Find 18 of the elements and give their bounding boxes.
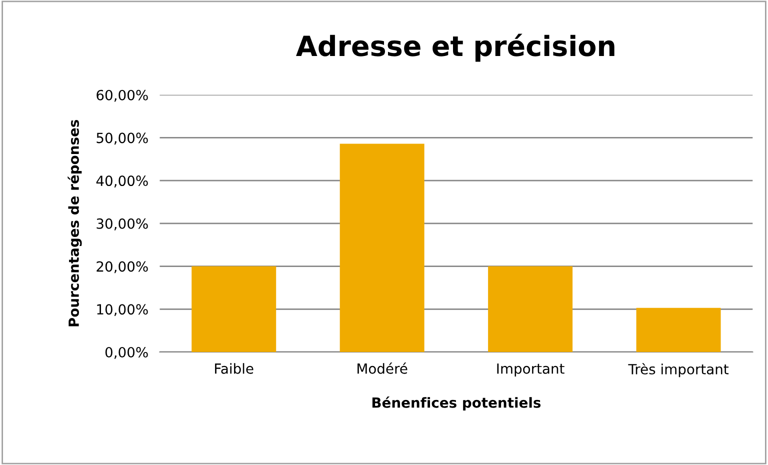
- bar: [340, 144, 424, 352]
- y-tick-label: 30,00%: [96, 218, 148, 230]
- bar: [192, 266, 276, 352]
- y-tick-label: 0,00%: [105, 346, 148, 359]
- y-tick-label: 20,00%: [96, 261, 148, 274]
- x-tick-label: Faible: [215, 363, 254, 374]
- chart-title: Adresse et précision: [296, 34, 614, 62]
- x-axis-title: Bénenfices potentiels: [372, 396, 541, 411]
- bar: [488, 266, 573, 352]
- y-tick-label: 10,00%: [97, 304, 148, 316]
- y-tick-label: 50,00%: [96, 132, 148, 145]
- y-tick-label: 60,00%: [96, 90, 148, 102]
- x-tick-label: Important: [497, 364, 564, 377]
- y-axis-title: Pourcentages de réponses: [68, 120, 82, 326]
- bar: [636, 308, 721, 352]
- x-tick-label: Très important: [628, 363, 729, 378]
- x-tick-label: Modéré: [358, 362, 408, 374]
- y-tick-label: 40,00%: [96, 176, 148, 188]
